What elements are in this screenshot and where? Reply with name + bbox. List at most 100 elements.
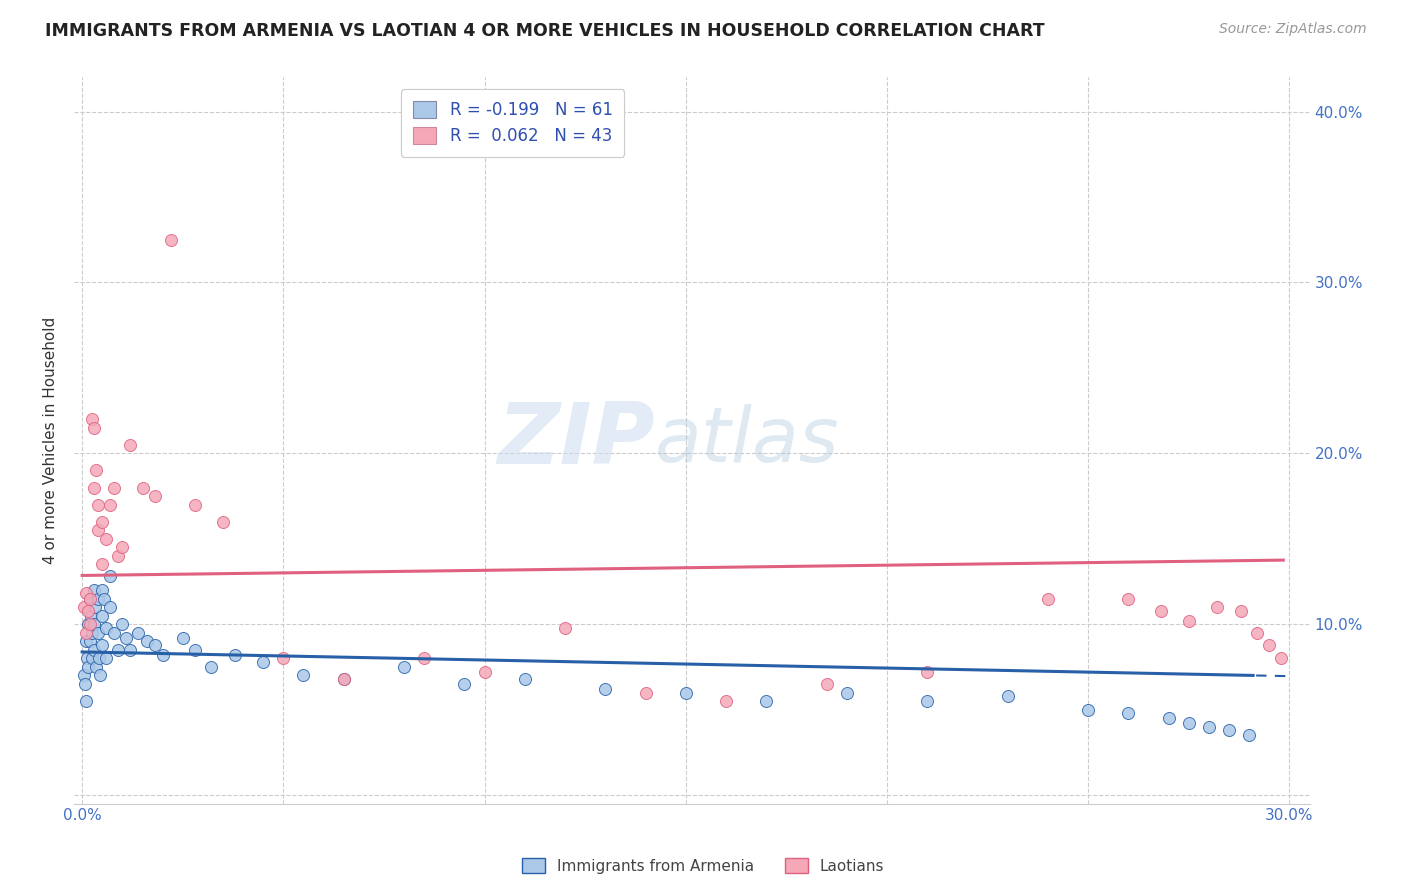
Point xyxy=(77,660,100,674)
Point xyxy=(84,600,107,615)
Point xyxy=(127,625,149,640)
Point xyxy=(1270,651,1292,665)
Point xyxy=(554,621,576,635)
Legend: R = -0.199   N = 61, R =  0.062   N = 43: R = -0.199 N = 61, R = 0.062 N = 43 xyxy=(401,89,624,157)
Point xyxy=(152,648,174,662)
Point xyxy=(997,689,1019,703)
Point xyxy=(159,233,181,247)
Point xyxy=(1157,711,1180,725)
Point xyxy=(93,591,115,606)
Point xyxy=(1237,728,1260,742)
Point xyxy=(115,631,138,645)
Point xyxy=(1218,723,1240,738)
Point xyxy=(83,617,105,632)
Point xyxy=(453,677,475,691)
Point xyxy=(1118,591,1140,606)
Point xyxy=(513,672,536,686)
Point xyxy=(252,655,274,669)
Point xyxy=(815,677,838,691)
Point xyxy=(79,591,101,606)
Point xyxy=(184,643,207,657)
Point xyxy=(82,651,104,665)
Point xyxy=(75,694,97,708)
Point xyxy=(755,694,778,708)
Point xyxy=(131,481,153,495)
Point xyxy=(1198,720,1220,734)
Point xyxy=(77,617,100,632)
Point xyxy=(91,582,114,597)
Point xyxy=(172,631,194,645)
Point xyxy=(82,412,104,426)
Text: IMMIGRANTS FROM ARMENIA VS LAOTIAN 4 OR MORE VEHICLES IN HOUSEHOLD CORRELATION C: IMMIGRANTS FROM ARMENIA VS LAOTIAN 4 OR … xyxy=(45,22,1045,40)
Point xyxy=(1246,625,1268,640)
Point xyxy=(73,668,96,682)
Point xyxy=(89,668,111,682)
Point xyxy=(98,498,121,512)
Point xyxy=(714,694,737,708)
Text: ZIP: ZIP xyxy=(498,399,655,482)
Point xyxy=(111,541,134,555)
Point xyxy=(83,481,105,495)
Point xyxy=(120,438,142,452)
Point xyxy=(96,651,118,665)
Text: atlas: atlas xyxy=(655,403,839,477)
Point xyxy=(80,608,103,623)
Point xyxy=(184,498,207,512)
Point xyxy=(87,651,110,665)
Point xyxy=(1036,591,1059,606)
Y-axis label: 4 or more Vehicles in Household: 4 or more Vehicles in Household xyxy=(44,317,58,564)
Point xyxy=(200,660,222,674)
Point xyxy=(98,600,121,615)
Point xyxy=(82,625,104,640)
Point xyxy=(474,665,496,679)
Point xyxy=(332,672,354,686)
Point xyxy=(75,586,97,600)
Point xyxy=(111,617,134,632)
Point xyxy=(87,523,110,537)
Point xyxy=(91,608,114,623)
Point xyxy=(634,685,657,699)
Point xyxy=(87,625,110,640)
Point xyxy=(79,617,101,632)
Point xyxy=(143,489,166,503)
Point xyxy=(595,682,617,697)
Point xyxy=(915,694,938,708)
Point xyxy=(98,569,121,583)
Point xyxy=(915,665,938,679)
Point xyxy=(273,651,295,665)
Point xyxy=(96,532,118,546)
Point xyxy=(75,625,97,640)
Point xyxy=(107,643,129,657)
Point xyxy=(212,515,235,529)
Point xyxy=(224,648,246,662)
Point xyxy=(91,515,114,529)
Point xyxy=(76,651,98,665)
Point xyxy=(73,600,96,615)
Point xyxy=(1258,638,1281,652)
Point xyxy=(77,603,100,617)
Text: Source: ZipAtlas.com: Source: ZipAtlas.com xyxy=(1219,22,1367,37)
Point xyxy=(392,660,415,674)
Point xyxy=(91,638,114,652)
Point xyxy=(1149,603,1171,617)
Point xyxy=(1178,716,1201,731)
Point xyxy=(332,672,354,686)
Point xyxy=(292,668,315,682)
Point xyxy=(83,421,105,435)
Point xyxy=(103,481,125,495)
Legend: Immigrants from Armenia, Laotians: Immigrants from Armenia, Laotians xyxy=(516,852,890,880)
Point xyxy=(79,591,101,606)
Point xyxy=(1206,600,1229,615)
Point xyxy=(675,685,697,699)
Point xyxy=(107,549,129,563)
Point xyxy=(79,634,101,648)
Point xyxy=(135,634,157,648)
Point xyxy=(75,677,97,691)
Point xyxy=(83,643,105,657)
Point xyxy=(1118,706,1140,720)
Point xyxy=(103,625,125,640)
Point xyxy=(84,660,107,674)
Point xyxy=(1230,603,1253,617)
Point xyxy=(835,685,858,699)
Point xyxy=(1178,614,1201,628)
